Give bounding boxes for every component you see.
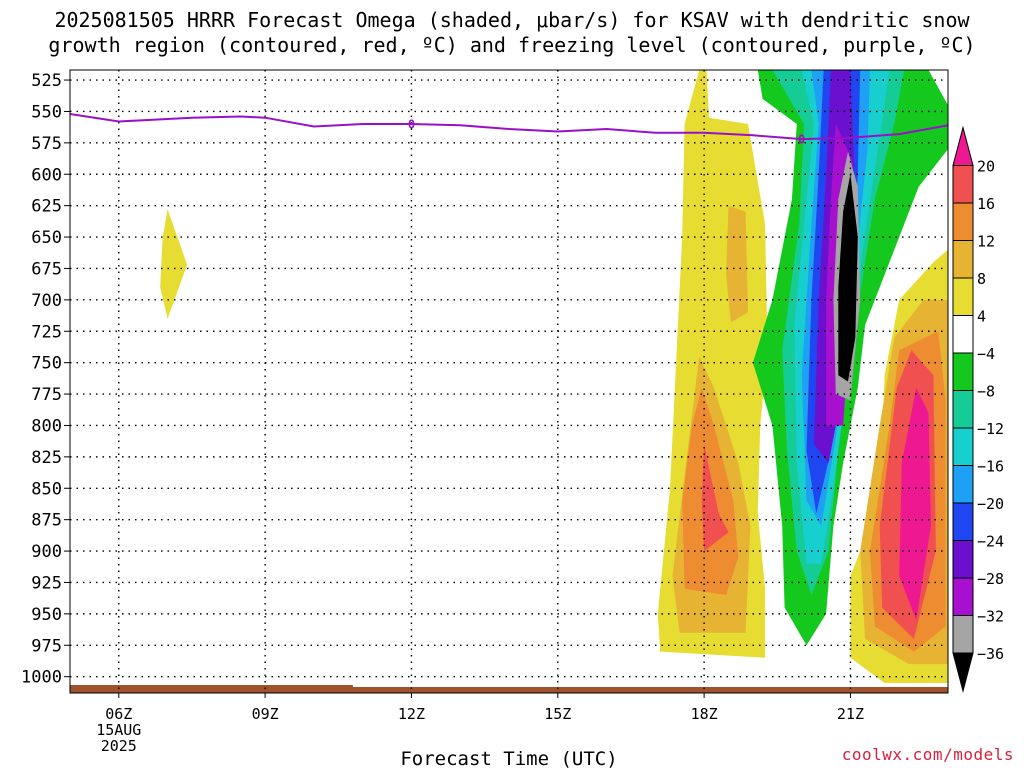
y-tick-label: 600: [31, 165, 62, 185]
omega-shading: [70, 70, 948, 693]
y-tick-label: 575: [31, 134, 62, 154]
x-tick-label: 21Z: [837, 705, 864, 723]
colorbar-segment: [952, 352, 974, 391]
colorbar-segment: [952, 502, 974, 541]
colorbar-tick-label: −16: [977, 458, 1004, 476]
omega-ascent-max-18z: [701, 444, 729, 552]
y-tick-label: 550: [31, 102, 62, 122]
colorbar-segment: [952, 540, 974, 579]
x-tick-label: 09Z: [252, 705, 279, 723]
colorbar-segment: [952, 390, 974, 429]
colorbar-tick-label: −24: [977, 533, 1004, 551]
x-date-label: 15AUG: [96, 721, 141, 739]
y-tick-label: 1000: [21, 668, 62, 688]
y-tick-label: 900: [31, 542, 62, 562]
colorbar-segment: [952, 652, 974, 693]
omega-ascent-core-18z-upper: [726, 205, 748, 323]
x-date-label: 2025: [101, 737, 137, 755]
colorbar-tick-label: −4: [977, 345, 995, 363]
omega-patch-07z: [160, 209, 188, 319]
y-tick-label: 675: [31, 259, 62, 279]
colorbar-tick-label: −36: [977, 645, 1004, 663]
colorbar: 20 16 12 8 4 −4 −8 −12 −16 −20 −24 −28 −32 −36: [952, 125, 1004, 693]
y-tick-label: 725: [31, 322, 62, 342]
surface-terrain-step: [70, 685, 353, 687]
omega-descent-black: [838, 174, 858, 382]
colorbar-segment: [952, 125, 974, 166]
y-tick-label: 800: [31, 416, 62, 436]
surface-terrain-bar: [70, 687, 948, 693]
y-tick-label: 650: [31, 228, 62, 248]
freezing-level-label: 0: [798, 133, 805, 147]
colorbar-tick-label: −20: [977, 495, 1004, 513]
colorbar-segment: [952, 427, 974, 466]
colorbar-tick-label: −12: [977, 420, 1004, 438]
y-tick-label: 525: [31, 71, 62, 91]
omega-ascent-22z-magenta: [899, 387, 931, 621]
x-tick-label: 12Z: [398, 705, 425, 723]
freezing-level-contour: 00: [70, 113, 948, 147]
colorbar-segment: [952, 165, 974, 204]
pressure-axis: 525 550 575 600 625 650 675 700 725 750 775 800 825 8…: [21, 71, 70, 688]
y-tick-label: 750: [31, 354, 62, 374]
colorbar-tick-label: 12: [977, 233, 995, 251]
freezing-level-label: 0: [408, 118, 415, 132]
x-axis-title: Forecast Time (UTC): [400, 748, 617, 768]
y-tick-label: 875: [31, 511, 62, 531]
colorbar-segment: [952, 202, 974, 241]
y-tick-label: 925: [31, 573, 62, 593]
x-tick-label: 15Z: [544, 705, 571, 723]
x-tick-label: 18Z: [691, 705, 718, 723]
colorbar-tick-label: 16: [977, 195, 995, 213]
y-tick-label: 775: [31, 385, 62, 405]
colorbar-tick-label: 8: [977, 270, 986, 288]
y-tick-label: 850: [31, 479, 62, 499]
colorbar-tick-label: 4: [977, 308, 986, 326]
plot-frame: [69, 69, 949, 694]
colorbar-segment: [952, 465, 974, 504]
y-tick-label: 700: [31, 291, 62, 311]
title-line-1: 2025081505 HRRR Forecast Omega (shaded, …: [54, 8, 970, 32]
colorbar-tick-label: 20: [977, 158, 995, 176]
x-tick-label: 06Z: [105, 705, 132, 723]
colorbar-segment: [952, 577, 974, 616]
title-line-2: growth region (contoured, red, ºC) and f…: [48, 33, 976, 57]
y-tick-label: 625: [31, 197, 62, 217]
colorbar-segment: [952, 240, 974, 279]
colorbar-segment: [952, 615, 974, 654]
freezing-level-line: [70, 113, 948, 141]
y-tick-label: 950: [31, 605, 62, 625]
colorbar-segment: [952, 315, 974, 354]
y-tick-label: 975: [31, 636, 62, 656]
colorbar-tick-label: −28: [977, 570, 1004, 588]
colorbar-tick-label: −8: [977, 383, 995, 401]
watermark: coolwx.com/models: [841, 745, 1014, 764]
y-tick-label: 825: [31, 448, 62, 468]
colorbar-tick-label: −32: [977, 608, 1004, 626]
chart-title: 2025081505 HRRR Forecast Omega (shaded, …: [0, 8, 1024, 58]
colorbar-segment: [952, 277, 974, 316]
